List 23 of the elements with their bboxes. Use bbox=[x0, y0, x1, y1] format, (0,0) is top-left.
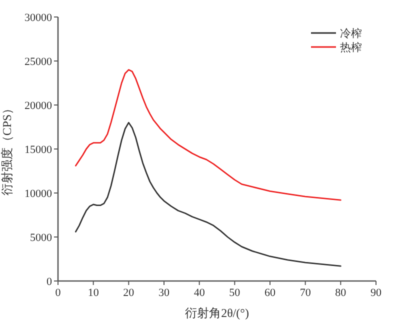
x-tick-label: 10 bbox=[88, 287, 100, 299]
x-tick-label: 60 bbox=[264, 287, 276, 299]
y-tick-label: 25000 bbox=[24, 56, 52, 68]
y-axis-title: 衍射强度（CPS） bbox=[0, 102, 14, 196]
line-series bbox=[74, 69, 342, 201]
x-tick-label: 80 bbox=[335, 287, 347, 299]
x-tick-label: 30 bbox=[158, 287, 170, 299]
y-tick-label: 15000 bbox=[24, 144, 52, 156]
x-tick-label: 0 bbox=[55, 287, 62, 299]
y-tick-label: 5000 bbox=[30, 232, 52, 244]
x-axis-title: 衍射角2θ/(°) bbox=[185, 306, 249, 320]
legend-label: 冷榨 bbox=[340, 27, 362, 40]
y-tick-label: 20000 bbox=[24, 100, 52, 112]
y-tick-label: 30000 bbox=[24, 12, 52, 24]
line-series bbox=[74, 122, 342, 267]
x-tick-label: 90 bbox=[370, 287, 382, 299]
x-tick-label: 50 bbox=[229, 287, 241, 299]
y-tick-label: 10000 bbox=[24, 188, 52, 200]
x-tick-label: 40 bbox=[194, 287, 206, 299]
x-tick-label: 20 bbox=[123, 287, 135, 299]
y-tick-label: 0 bbox=[46, 276, 52, 288]
x-tick-label: 70 bbox=[300, 287, 312, 299]
legend-label: 热榨 bbox=[340, 41, 362, 54]
